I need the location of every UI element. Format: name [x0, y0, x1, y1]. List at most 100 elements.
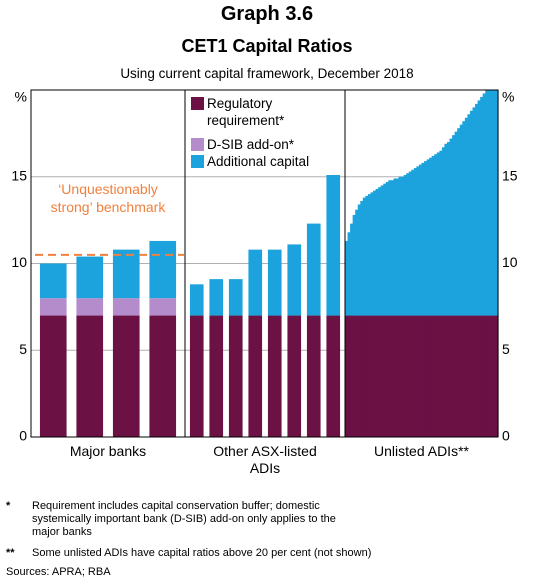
- bar-segment: [355, 209, 359, 316]
- bar-segment: [441, 315, 446, 437]
- bar-segment: [444, 143, 448, 316]
- bar-segment: [464, 117, 468, 316]
- bar-segment: [408, 315, 412, 437]
- bar-segment: [360, 315, 364, 437]
- bar-segment: [267, 315, 282, 437]
- bar-segment: [441, 147, 446, 316]
- bar-segment: [347, 315, 351, 437]
- bar-segment: [209, 315, 224, 437]
- bar-segment: [439, 315, 443, 437]
- chart-title: Graph 3.6: [220, 3, 314, 25]
- legend-label: Additional capital: [207, 154, 310, 169]
- bar-segment: [378, 187, 382, 316]
- bar-segment: [464, 315, 468, 437]
- bar-segment: [370, 315, 374, 437]
- legend-item: Regulatory requirement*: [191, 95, 339, 129]
- bar-segment: [375, 315, 379, 437]
- legend-swatch: [191, 138, 204, 151]
- bar-segment: [248, 315, 263, 437]
- bar-segment: [248, 249, 263, 316]
- legend: Regulatory requirement* D-SIB add-on* Addi…: [189, 93, 341, 175]
- bar-segment: [396, 315, 400, 437]
- legend-label: D-SIB add-on*: [207, 137, 295, 152]
- bar-segment: [472, 107, 476, 316]
- bar-segment: [426, 159, 430, 316]
- chart-description: Using current capital framework, Decembe…: [120, 66, 414, 81]
- x-category-label: Major banks: [69, 443, 147, 459]
- bar-segment: [380, 315, 384, 437]
- bar-segment: [424, 315, 428, 437]
- bar-segment: [373, 315, 377, 437]
- bar-segment: [367, 315, 372, 437]
- bar-segment: [454, 131, 458, 316]
- bar-segment: [345, 240, 349, 316]
- bar-segment: [416, 315, 420, 437]
- bar-segment: [480, 96, 484, 316]
- footnote-text: Requirement includes capital conservatio…: [32, 500, 336, 538]
- y-tick-label-right: 10: [502, 254, 518, 270]
- bar-segment: [385, 181, 389, 316]
- bar-segment: [413, 168, 417, 316]
- bar-segment: [76, 256, 104, 299]
- legend-swatch: [191, 155, 204, 168]
- bar-segment: [398, 315, 402, 437]
- bar-segment: [267, 249, 282, 316]
- y-unit-right: %: [502, 89, 514, 105]
- bar-segment: [385, 315, 389, 437]
- bar-segment: [436, 315, 440, 437]
- bar-segment: [492, 90, 497, 316]
- bar-segment: [411, 169, 415, 316]
- bar-segment: [380, 185, 384, 316]
- bar-segment: [396, 178, 400, 316]
- footnote: ** Some unlisted ADIs have capital ratios…: [6, 547, 526, 560]
- bar-segment: [406, 173, 410, 316]
- bar-segment: [352, 315, 356, 437]
- bar-segment: [487, 90, 491, 316]
- bar-segment: [482, 315, 486, 437]
- bar-segment: [436, 152, 440, 316]
- bar-segment: [378, 315, 382, 437]
- bar-segment: [403, 315, 407, 437]
- bar-segment: [492, 315, 497, 437]
- bar-segment: [370, 192, 374, 316]
- bar-segment: [112, 249, 140, 299]
- bar-segment: [362, 197, 366, 316]
- bar-segment: [189, 315, 204, 437]
- bar-segment: [495, 90, 499, 316]
- bar-segment: [467, 114, 471, 316]
- bar-segment: [452, 315, 456, 437]
- bar-segment: [39, 315, 67, 437]
- bar-segment: [477, 100, 481, 316]
- bar-segment: [149, 315, 177, 437]
- footnote-marker: **: [6, 547, 15, 559]
- bar-segment: [350, 223, 354, 316]
- bar-segment: [39, 298, 67, 316]
- bar-segment: [357, 204, 361, 316]
- bar-segment: [449, 138, 453, 316]
- footnote-text: Some unlisted ADIs have capital ratios a…: [32, 547, 372, 559]
- bar-segment: [209, 279, 224, 316]
- bar-segment: [447, 142, 451, 316]
- bar-segment: [429, 315, 433, 437]
- plot-frame: [30, 89, 499, 438]
- bar-segment: [485, 315, 489, 437]
- bar-segment: [375, 188, 379, 316]
- x-category-label: Unlisted ADIs**: [374, 443, 469, 459]
- legend-item: Additional capital: [191, 153, 339, 170]
- bar-segment: [112, 298, 140, 316]
- bar-segment: [228, 279, 243, 316]
- bar-segment: [393, 315, 397, 437]
- bar-segment: [426, 315, 430, 437]
- bar-segment: [490, 315, 494, 437]
- bar-segment: [480, 315, 484, 437]
- legend-swatch: [191, 97, 204, 110]
- bar-segment: [418, 315, 423, 437]
- bar-segment: [469, 110, 474, 316]
- bar-segment: [485, 90, 489, 316]
- bar-segment: [462, 121, 466, 316]
- bar-segment: [393, 178, 397, 316]
- bar-segment: [457, 315, 461, 437]
- bar-segment: [306, 315, 321, 437]
- bar-segment: [345, 315, 349, 437]
- bar-segment: [306, 223, 321, 316]
